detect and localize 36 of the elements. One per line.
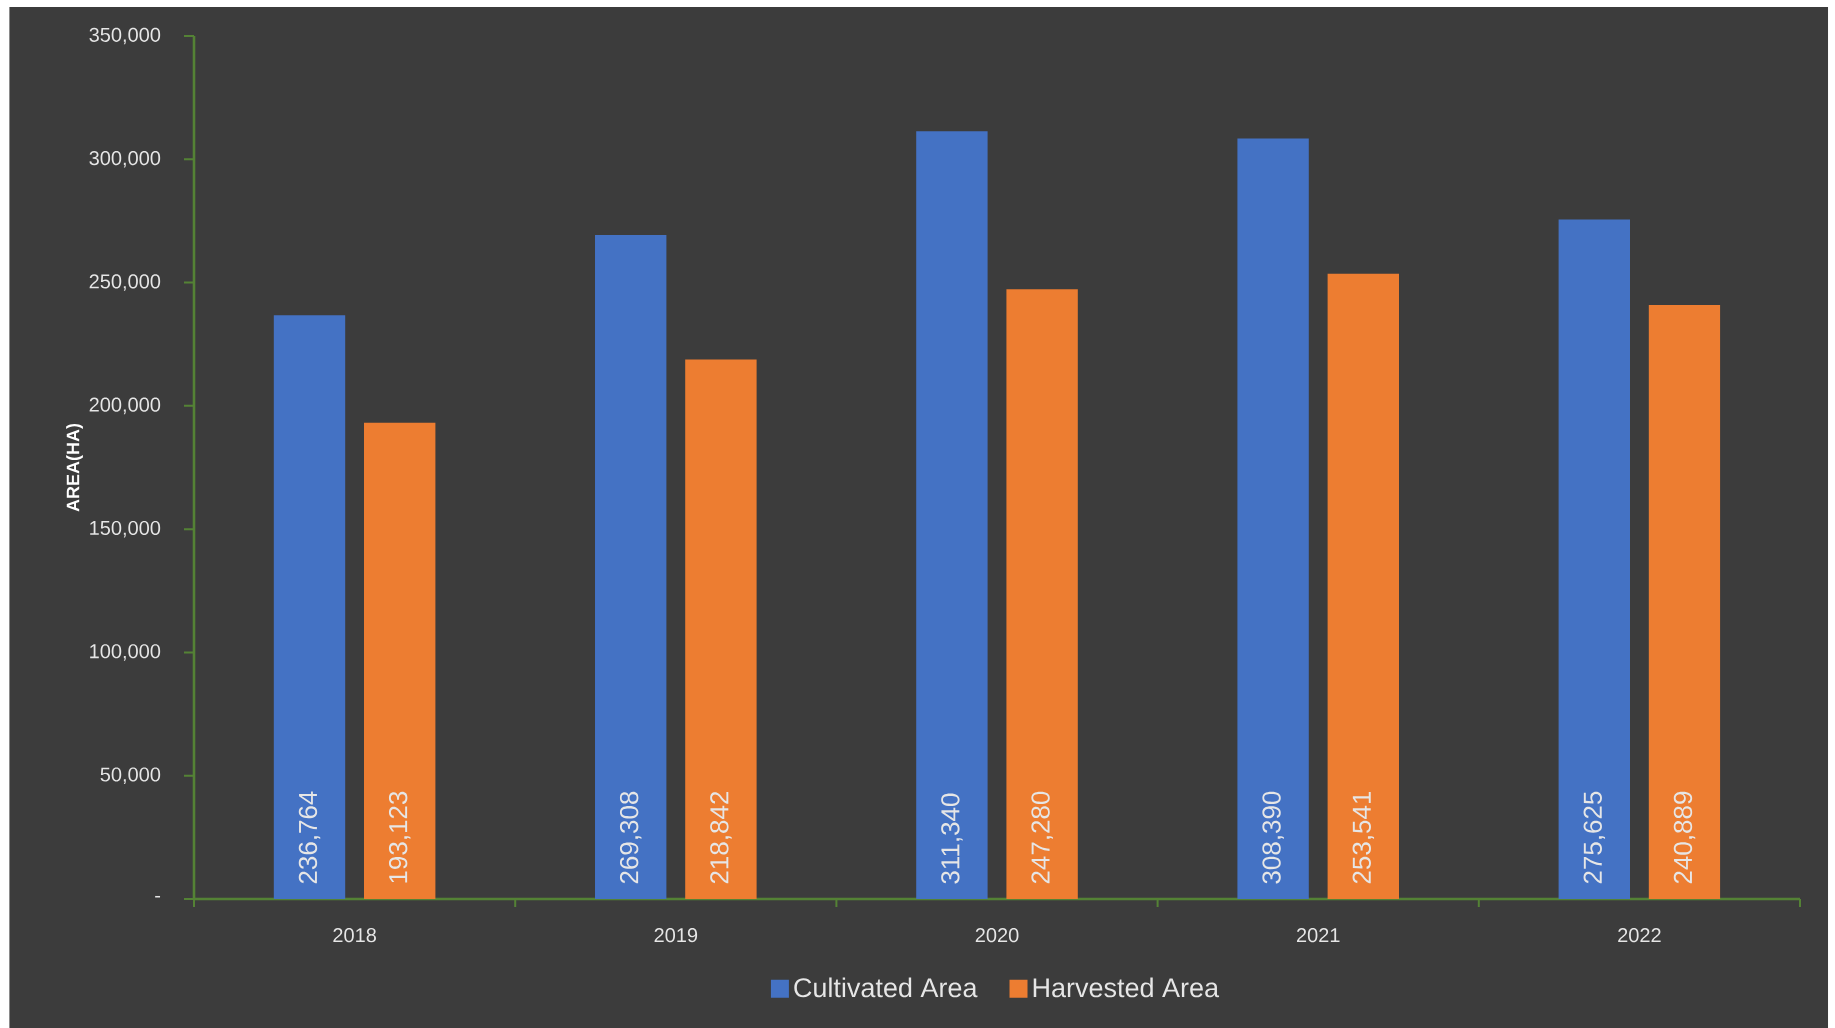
y-tick-label: 150,000 (90, 520, 161, 538)
legend-label: Cultivated Area (794, 977, 978, 998)
data-label: 193,123 (388, 791, 411, 883)
bar (1006, 289, 1078, 899)
data-label: 253,541 (1352, 791, 1375, 884)
bar (916, 131, 988, 899)
x-tick-label: 2021 (1296, 928, 1340, 943)
data-label: 236,764 (298, 791, 321, 884)
y-tick-label: - (155, 895, 161, 898)
bar (1237, 138, 1309, 899)
bar (1327, 273, 1400, 899)
data-label: 269,308 (619, 791, 642, 884)
x-tick-label: 2019 (654, 928, 698, 943)
bar (273, 315, 346, 899)
y-tick-label: 200,000 (89, 397, 161, 415)
legend-label: Harvested Area (1033, 977, 1220, 998)
data-label: 275,625 (1583, 791, 1606, 884)
y-tick-label: 100,000 (90, 644, 161, 661)
y-tick-label: 50,000 (100, 767, 161, 784)
bar (595, 234, 667, 899)
bar (364, 422, 436, 899)
bar (685, 359, 757, 899)
bar (1648, 305, 1721, 899)
data-label: 247,280 (1031, 791, 1053, 884)
x-tick-label: 2020 (975, 928, 1019, 943)
y-tick-label: 350,000 (89, 27, 161, 45)
x-tick-label: 2018 (333, 928, 376, 943)
y-tick-label: 250,000 (89, 274, 161, 291)
bar (1558, 219, 1631, 899)
data-label: 240,889 (1673, 791, 1696, 884)
data-label: 308,390 (1262, 791, 1284, 884)
x-tick-label: 2022 (1618, 928, 1661, 943)
data-label: 311,340 (941, 793, 963, 884)
y-tick-label: 300,000 (89, 151, 161, 168)
data-label: 218,842 (710, 791, 732, 884)
y-axis-title: AREA(HA) (66, 423, 83, 512)
